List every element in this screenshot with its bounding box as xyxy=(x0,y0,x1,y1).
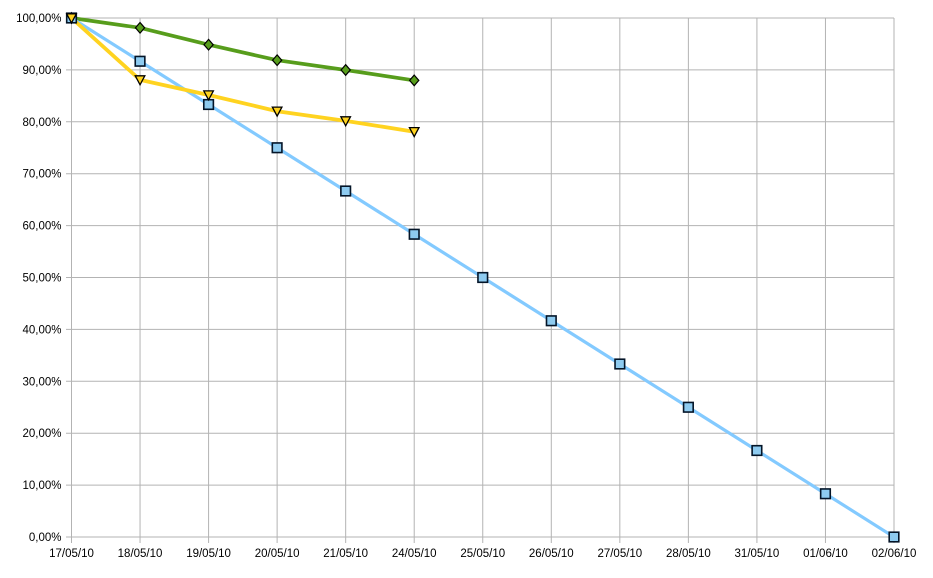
svg-text:31/05/10: 31/05/10 xyxy=(735,548,780,560)
svg-text:100,00%: 100,00% xyxy=(16,13,61,25)
svg-text:80,00%: 80,00% xyxy=(22,117,61,129)
svg-text:70,00%: 70,00% xyxy=(22,169,61,181)
svg-text:01/06/10: 01/06/10 xyxy=(803,548,848,560)
svg-text:21/05/10: 21/05/10 xyxy=(323,548,368,560)
svg-text:26/05/10: 26/05/10 xyxy=(529,548,574,560)
svg-text:60,00%: 60,00% xyxy=(22,221,61,233)
svg-text:40,00%: 40,00% xyxy=(22,324,61,336)
svg-text:17/05/10: 17/05/10 xyxy=(49,548,94,560)
svg-text:18/05/10: 18/05/10 xyxy=(118,548,163,560)
svg-text:25/05/10: 25/05/10 xyxy=(460,548,505,560)
svg-text:28/05/10: 28/05/10 xyxy=(666,548,711,560)
svg-text:90,00%: 90,00% xyxy=(22,65,61,77)
svg-text:02/06/10: 02/06/10 xyxy=(872,548,917,560)
svg-text:0,00%: 0,00% xyxy=(29,532,62,544)
svg-text:24/05/10: 24/05/10 xyxy=(392,548,437,560)
svg-text:19/05/10: 19/05/10 xyxy=(186,548,231,560)
svg-text:30,00%: 30,00% xyxy=(22,376,61,388)
svg-text:20,00%: 20,00% xyxy=(22,428,61,440)
svg-text:10,00%: 10,00% xyxy=(22,480,61,492)
svg-text:50,00%: 50,00% xyxy=(22,273,61,285)
svg-text:27/05/10: 27/05/10 xyxy=(597,548,642,560)
svg-text:20/05/10: 20/05/10 xyxy=(255,548,300,560)
